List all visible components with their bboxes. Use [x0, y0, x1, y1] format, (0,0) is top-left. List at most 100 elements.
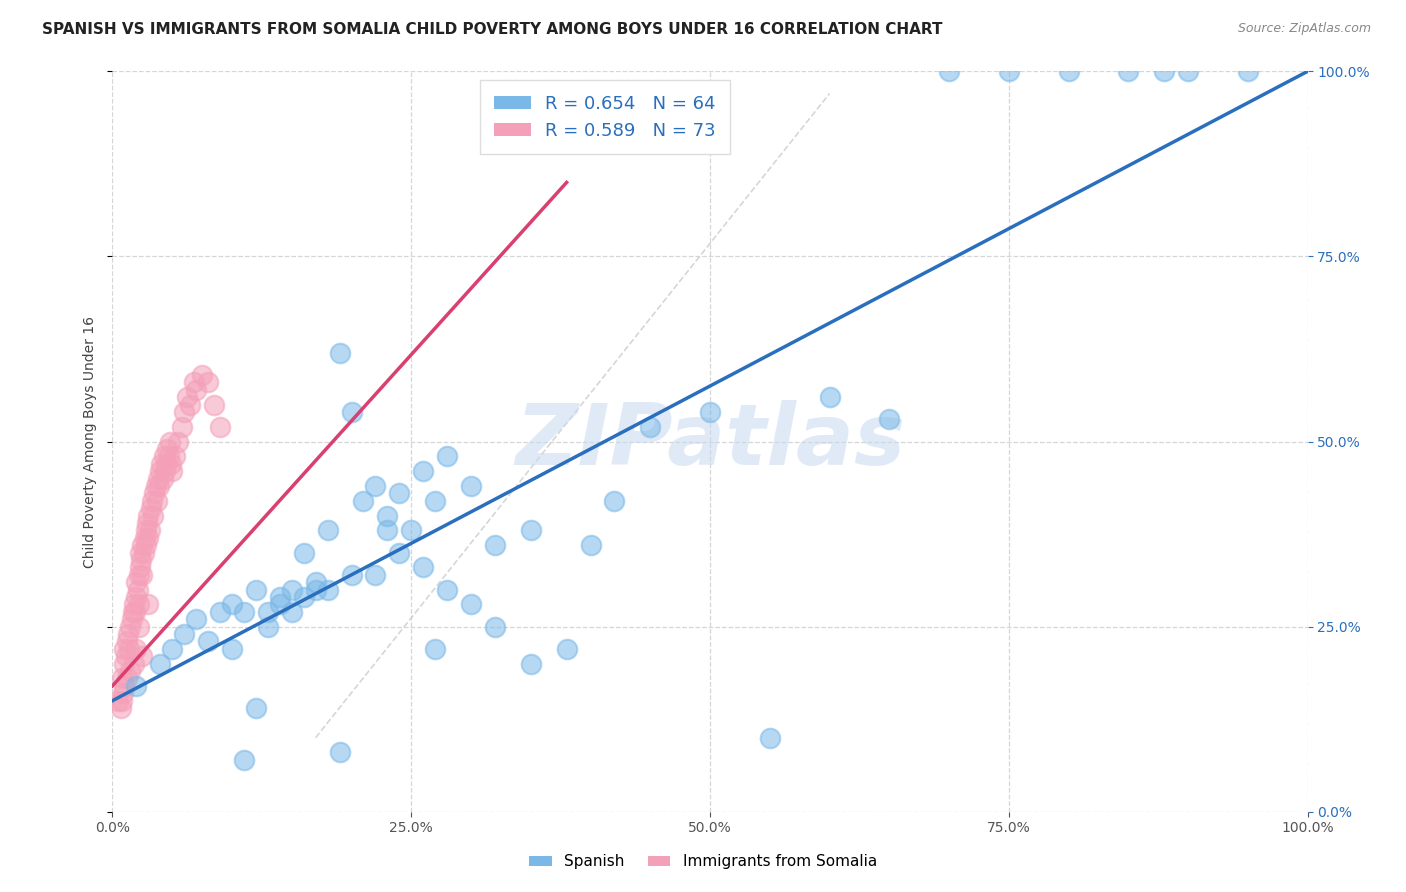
Point — [127, 582, 149, 597]
Point — [520, 657, 543, 671]
Y-axis label: Child Poverty Among Boys Under 16: Child Poverty Among Boys Under 16 — [83, 316, 97, 567]
Point — [125, 679, 148, 693]
Point — [173, 627, 195, 641]
Point — [579, 538, 602, 552]
Point — [998, 64, 1021, 78]
Point — [129, 553, 152, 567]
Point — [938, 64, 960, 78]
Point — [329, 345, 352, 359]
Point — [179, 398, 201, 412]
Point — [128, 619, 150, 633]
Point — [162, 464, 183, 478]
Point — [131, 538, 153, 552]
Point — [555, 641, 578, 656]
Point — [269, 590, 291, 604]
Point — [1118, 64, 1140, 78]
Point — [176, 390, 198, 404]
Point — [233, 753, 256, 767]
Point — [329, 746, 352, 760]
Point — [148, 479, 170, 493]
Point — [340, 567, 363, 582]
Point — [159, 434, 181, 449]
Point — [111, 694, 134, 708]
Point — [124, 605, 146, 619]
Point — [1153, 64, 1175, 78]
Point — [221, 641, 243, 656]
Point — [191, 368, 214, 382]
Point — [121, 612, 143, 626]
Point — [759, 731, 782, 745]
Point — [118, 641, 141, 656]
Point — [163, 450, 186, 464]
Point — [150, 457, 173, 471]
Point — [640, 419, 662, 434]
Legend: R = 0.654   N = 64, R = 0.589   N = 73: R = 0.654 N = 64, R = 0.589 N = 73 — [479, 80, 730, 154]
Point — [115, 634, 138, 648]
Point — [125, 575, 148, 590]
Point — [142, 508, 165, 523]
Point — [145, 493, 167, 508]
Point — [128, 598, 150, 612]
Point — [121, 605, 143, 619]
Point — [117, 627, 139, 641]
Point — [162, 641, 183, 656]
Point — [186, 612, 208, 626]
Point — [436, 450, 458, 464]
Point — [879, 412, 901, 426]
Point — [125, 590, 148, 604]
Point — [364, 479, 387, 493]
Point — [143, 486, 166, 500]
Point — [141, 493, 163, 508]
Point — [292, 590, 315, 604]
Text: ZIPatlas: ZIPatlas — [515, 400, 905, 483]
Point — [114, 657, 135, 671]
Point — [316, 582, 339, 597]
Point — [146, 471, 169, 485]
Point — [202, 398, 225, 412]
Point — [186, 383, 208, 397]
Point — [305, 575, 328, 590]
Point — [138, 524, 160, 538]
Point — [292, 546, 315, 560]
Point — [340, 405, 363, 419]
Point — [138, 531, 160, 545]
Point — [135, 538, 157, 552]
Point — [377, 524, 399, 538]
Point — [136, 516, 159, 530]
Point — [425, 493, 447, 508]
Point — [305, 582, 328, 597]
Point — [149, 464, 172, 478]
Legend: Spanish, Immigrants from Somalia: Spanish, Immigrants from Somalia — [523, 848, 883, 875]
Point — [110, 701, 132, 715]
Point — [257, 619, 280, 633]
Point — [245, 582, 267, 597]
Point — [155, 457, 177, 471]
Point — [388, 546, 411, 560]
Point — [145, 479, 167, 493]
Point — [412, 560, 434, 574]
Point — [157, 450, 180, 464]
Point — [114, 679, 135, 693]
Point — [484, 619, 506, 633]
Point — [460, 479, 482, 493]
Point — [120, 619, 142, 633]
Point — [156, 442, 179, 456]
Point — [120, 664, 142, 678]
Point — [818, 390, 841, 404]
Point — [520, 524, 543, 538]
Point — [281, 582, 304, 597]
Text: SPANISH VS IMMIGRANTS FROM SOMALIA CHILD POVERTY AMONG BOYS UNDER 16 CORRELATION: SPANISH VS IMMIGRANTS FROM SOMALIA CHILD… — [42, 22, 942, 37]
Point — [484, 538, 506, 552]
Point — [170, 419, 193, 434]
Point — [153, 464, 176, 478]
Point — [107, 694, 129, 708]
Point — [167, 434, 190, 449]
Point — [412, 464, 434, 478]
Point — [132, 546, 155, 560]
Point — [114, 649, 136, 664]
Point — [1177, 64, 1199, 78]
Point — [352, 493, 374, 508]
Point — [122, 598, 145, 612]
Point — [197, 376, 219, 390]
Point — [245, 701, 267, 715]
